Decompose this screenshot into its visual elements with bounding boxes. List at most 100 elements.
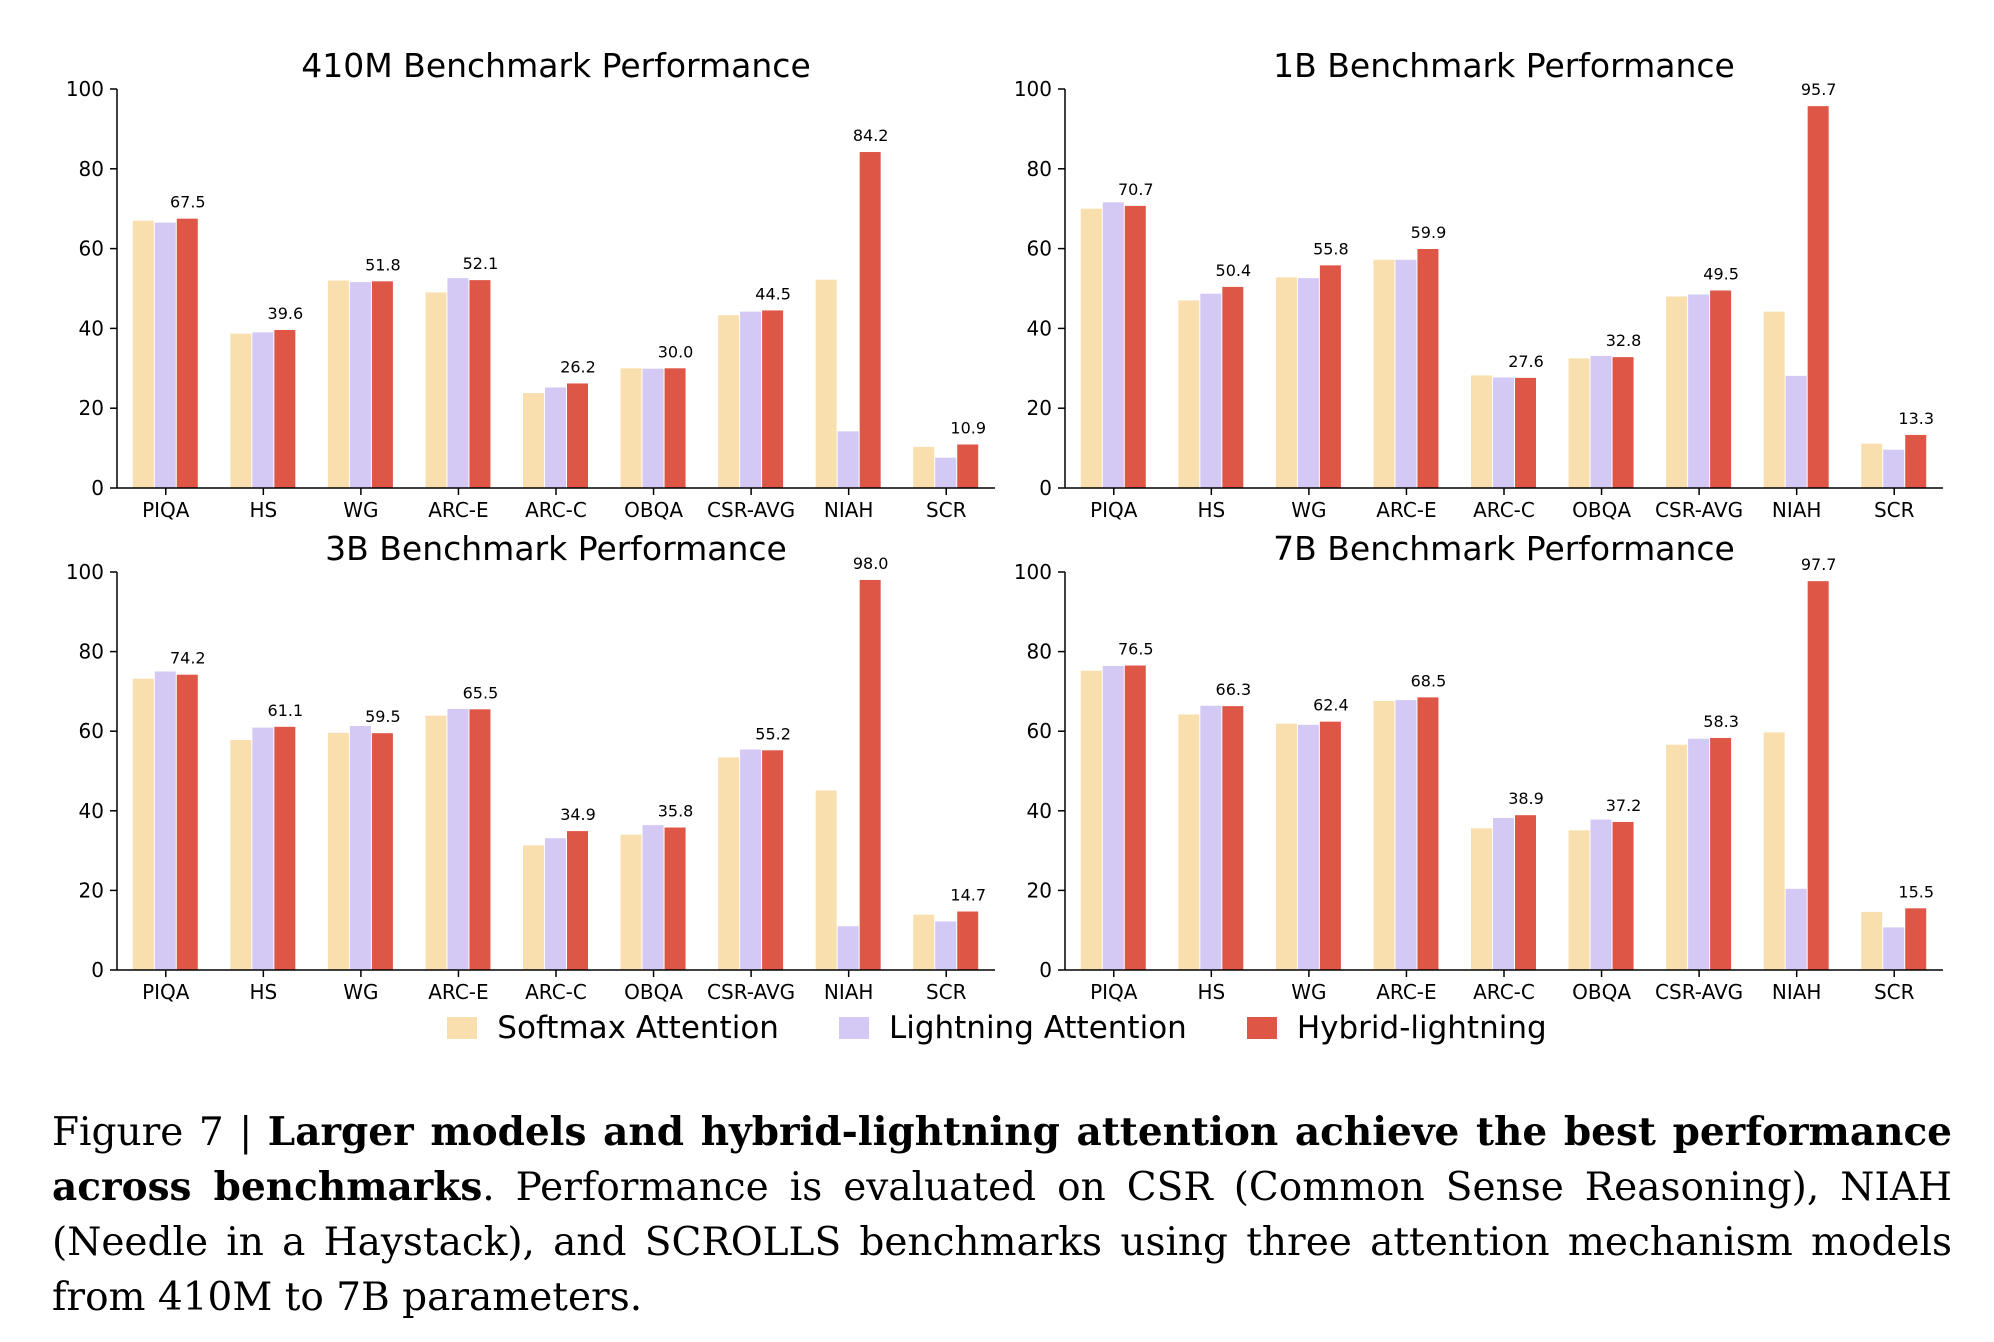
- bar-softmax-attention-wg: [1275, 723, 1297, 970]
- data-label: 68.5: [1411, 671, 1447, 690]
- bar-hybrid-lightning-arc-e: [1417, 248, 1439, 488]
- figure-caption: Figure 7 | Larger models and hybrid-ligh…: [52, 1105, 1952, 1325]
- bar-lightning-attention-piqa: [154, 222, 176, 489]
- x-tick-label: SCR: [1874, 980, 1915, 1004]
- x-tick-label: HS: [249, 498, 277, 522]
- data-label: 35.8: [658, 802, 694, 821]
- x-tick-label: OBQA: [624, 980, 683, 1004]
- data-label: 84.2: [853, 126, 889, 145]
- chart-panel-3: 7B Benchmark Performance 76.5 66.3 62.4 68.5…: [1014, 529, 1943, 1004]
- x-tick-label: NIAH: [824, 498, 874, 522]
- data-label: 13.3: [1898, 409, 1934, 428]
- data-label: 59.9: [1411, 223, 1447, 242]
- figure-charts: 410M Benchmark Performance 67.5 39.6 51.8 52…: [66, 46, 1943, 1004]
- caption-bold-title: Larger models and hybrid-lightning atten…: [52, 1109, 1953, 1210]
- bar-lightning-attention-csr-avg: [1688, 738, 1710, 970]
- bar-lightning-attention-arc-c: [545, 838, 566, 970]
- bar-lightning-attention-scr: [935, 921, 957, 970]
- bar-lightning-attention-wg: [1297, 724, 1319, 970]
- x-tick-label: HS: [1197, 498, 1225, 522]
- data-label: 55.8: [1313, 239, 1349, 258]
- bar-softmax-attention-arc-c: [1471, 375, 1492, 488]
- data-label: 66.3: [1216, 680, 1252, 699]
- x-tick-label: OBQA: [1572, 980, 1631, 1004]
- bar-softmax-attention-wg: [1275, 277, 1297, 488]
- bar-lightning-attention-wg: [349, 726, 371, 970]
- bar-lightning-attention-wg: [1297, 278, 1319, 488]
- legend-item-hybrid: Hybrid-lightning: [1246, 1010, 1547, 1046]
- caption-body: . Performance is evaluated on CSR (Commo…: [52, 1165, 1952, 1320]
- data-label: 76.5: [1118, 640, 1154, 659]
- x-tick-label: CSR-AVG: [1655, 498, 1743, 522]
- data-label: 51.8: [365, 255, 401, 274]
- bar-hybrid-lightning-csr-avg: [1710, 737, 1732, 970]
- bar-softmax-attention-hs: [1178, 714, 1200, 970]
- y-tick-label: 60: [79, 719, 104, 743]
- y-tick-label: 100: [1014, 560, 1052, 584]
- bar-softmax-attention-obqa: [1568, 358, 1590, 488]
- y-tick-label: 100: [1014, 77, 1052, 101]
- bar-hybrid-lightning-arc-e: [469, 709, 491, 970]
- bar-lightning-attention-scr: [935, 457, 957, 488]
- bar-softmax-attention-arc-c: [523, 393, 544, 488]
- y-tick-label: 80: [1027, 640, 1052, 664]
- x-tick-label: HS: [249, 980, 277, 1004]
- x-tick-label: NIAH: [1772, 980, 1822, 1004]
- bar-softmax-attention-hs: [230, 333, 252, 488]
- bar-lightning-attention-obqa: [642, 368, 664, 488]
- caption-figure-label: Figure 7 |: [52, 1110, 253, 1155]
- bar-lightning-attention-hs: [252, 727, 274, 970]
- data-label: 37.2: [1606, 796, 1642, 815]
- x-tick-label: WG: [1291, 980, 1326, 1004]
- y-tick-label: 40: [79, 316, 104, 340]
- bar-softmax-attention-piqa: [1080, 208, 1102, 488]
- chart-panel-0: 410M Benchmark Performance 67.5 39.6 51.8 52…: [66, 46, 995, 522]
- bar-hybrid-lightning-arc-e: [1417, 697, 1439, 970]
- x-tick-label: OBQA: [1572, 498, 1631, 522]
- bar-lightning-attention-hs: [252, 332, 274, 488]
- bar-hybrid-lightning-obqa: [1612, 357, 1634, 488]
- x-tick-label: WG: [343, 980, 378, 1004]
- y-tick-label: 0: [1039, 958, 1052, 982]
- bar-hybrid-lightning-arc-c: [1515, 377, 1536, 488]
- data-label: 62.4: [1313, 696, 1349, 715]
- data-label: 97.7: [1801, 555, 1837, 574]
- legend-swatch-hybrid: [1246, 1017, 1277, 1039]
- bar-hybrid-lightning-piqa: [1124, 205, 1146, 489]
- bar-lightning-attention-obqa: [1590, 355, 1612, 488]
- y-tick-label: 60: [79, 237, 104, 261]
- bar-softmax-attention-niah: [1763, 311, 1785, 488]
- bar-softmax-attention-csr-avg: [1666, 296, 1688, 488]
- bar-lightning-attention-niah: [1785, 375, 1807, 488]
- bar-lightning-attention-piqa: [1102, 665, 1124, 970]
- bar-lightning-attention-obqa: [1590, 819, 1612, 970]
- bar-softmax-attention-scr: [1861, 911, 1883, 970]
- bar-hybrid-lightning-arc-c: [567, 831, 588, 970]
- x-tick-label: WG: [1291, 498, 1326, 522]
- bar-hybrid-lightning-wg: [1319, 721, 1341, 970]
- x-tick-label: CSR-AVG: [707, 498, 795, 522]
- x-tick-label: NIAH: [824, 980, 874, 1004]
- bar-hybrid-lightning-arc-c: [567, 383, 588, 488]
- x-tick-label: OBQA: [624, 498, 683, 522]
- data-label: 59.5: [365, 707, 401, 726]
- x-tick-label: PIQA: [142, 980, 190, 1004]
- legend-item-softmax: Softmax Attention: [447, 1010, 779, 1046]
- bar-softmax-attention-niah: [815, 279, 837, 488]
- x-tick-label: HS: [1197, 980, 1225, 1004]
- bar-softmax-attention-hs: [230, 739, 252, 970]
- bar-hybrid-lightning-obqa: [664, 368, 686, 488]
- x-tick-label: NIAH: [1772, 498, 1822, 522]
- data-label: 32.8: [1606, 331, 1642, 350]
- y-tick-label: 40: [1027, 799, 1052, 823]
- x-tick-label: ARC-E: [428, 498, 488, 522]
- bar-softmax-attention-arc-e: [1373, 700, 1395, 970]
- y-tick-label: 100: [66, 77, 104, 101]
- x-tick-label: CSR-AVG: [707, 980, 795, 1004]
- data-label: 65.5: [463, 683, 499, 702]
- bar-hybrid-lightning-hs: [274, 329, 296, 488]
- bar-hybrid-lightning-arc-e: [469, 280, 491, 488]
- bar-hybrid-lightning-hs: [274, 726, 296, 970]
- bar-softmax-attention-arc-c: [1471, 828, 1492, 970]
- data-label: 34.9: [560, 805, 596, 824]
